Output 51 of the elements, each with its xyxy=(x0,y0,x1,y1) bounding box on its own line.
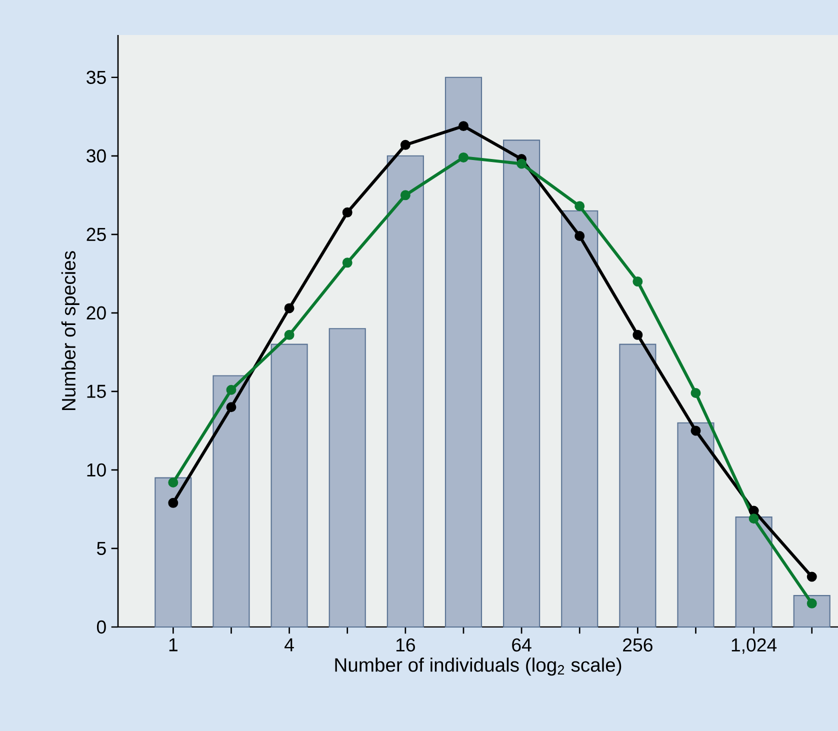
y-tick-label: 25 xyxy=(86,228,106,242)
bar xyxy=(444,76,482,628)
point xyxy=(806,598,817,608)
y-tick-label: 10 xyxy=(87,463,106,477)
bar xyxy=(328,328,366,628)
point xyxy=(168,498,178,508)
point xyxy=(632,276,643,287)
bar xyxy=(212,375,250,628)
bar xyxy=(793,595,830,628)
y-tick-label: 35 xyxy=(86,70,106,84)
y-axis-title: Number of species xyxy=(61,251,80,410)
point xyxy=(226,384,236,395)
point xyxy=(342,207,352,218)
y-tick-label: 5 xyxy=(97,542,106,555)
point xyxy=(168,478,178,488)
y-tick-label: 0 xyxy=(96,620,106,634)
point xyxy=(284,330,294,340)
x-tick-label: 16 xyxy=(396,638,415,652)
point xyxy=(226,402,236,412)
point xyxy=(574,201,585,212)
bar xyxy=(386,155,424,628)
x-tick-label: 64 xyxy=(512,638,532,652)
point xyxy=(806,572,817,582)
x-tick-label: 1,024 xyxy=(732,638,777,654)
point xyxy=(574,230,585,241)
point xyxy=(690,426,701,436)
x-tick-label: 4 xyxy=(284,638,294,652)
point xyxy=(690,388,701,398)
bar xyxy=(735,516,772,628)
point xyxy=(516,158,527,169)
bar xyxy=(270,344,308,628)
point xyxy=(458,152,468,162)
x-tick-label: 256 xyxy=(623,638,652,652)
x-axis-title: Number of individuals (log$_{2}$ scale) xyxy=(335,658,622,676)
y-tick-label: 15 xyxy=(87,384,106,398)
y-tick-label: 20 xyxy=(86,306,106,320)
bar xyxy=(619,344,656,628)
point xyxy=(748,506,759,516)
point xyxy=(400,140,410,150)
point xyxy=(748,514,759,524)
point xyxy=(400,190,410,200)
point xyxy=(342,258,352,268)
bar xyxy=(503,140,540,628)
bar xyxy=(677,422,714,628)
y-tick-label: 30 xyxy=(86,149,106,163)
point xyxy=(632,330,643,340)
bar xyxy=(561,210,598,628)
point xyxy=(284,303,294,314)
point xyxy=(458,121,468,132)
bar xyxy=(154,477,192,628)
x-tick-label: 1 xyxy=(169,638,178,652)
